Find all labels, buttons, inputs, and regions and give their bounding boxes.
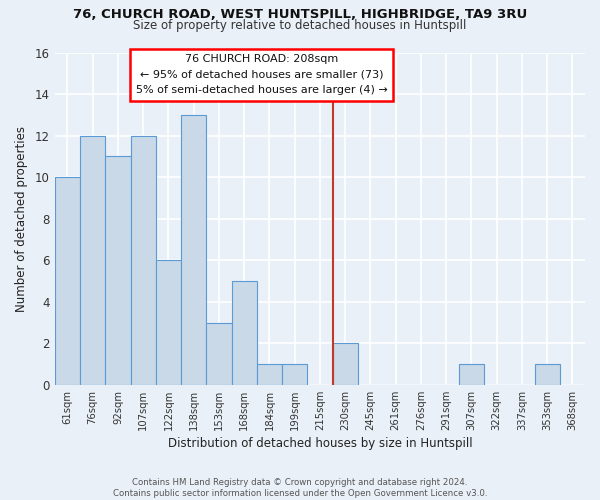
Text: Size of property relative to detached houses in Huntspill: Size of property relative to detached ho… [133,19,467,32]
Bar [181,115,206,385]
Bar [80,136,106,385]
X-axis label: Distribution of detached houses by size in Huntspill: Distribution of detached houses by size … [167,437,472,450]
Bar [332,344,358,385]
Bar [535,364,560,385]
Bar [156,260,181,385]
Text: 76, CHURCH ROAD, WEST HUNTSPILL, HIGHBRIDGE, TA9 3RU: 76, CHURCH ROAD, WEST HUNTSPILL, HIGHBRI… [73,8,527,20]
Bar [106,156,131,385]
Bar [206,322,232,385]
Bar [282,364,307,385]
Bar [459,364,484,385]
Y-axis label: Number of detached properties: Number of detached properties [15,126,28,312]
Text: Contains HM Land Registry data © Crown copyright and database right 2024.
Contai: Contains HM Land Registry data © Crown c… [113,478,487,498]
Bar [131,136,156,385]
Text: 76 CHURCH ROAD: 208sqm
← 95% of detached houses are smaller (73)
5% of semi-deta: 76 CHURCH ROAD: 208sqm ← 95% of detached… [136,54,388,96]
Bar [232,281,257,385]
Bar [55,177,80,385]
Bar [257,364,282,385]
